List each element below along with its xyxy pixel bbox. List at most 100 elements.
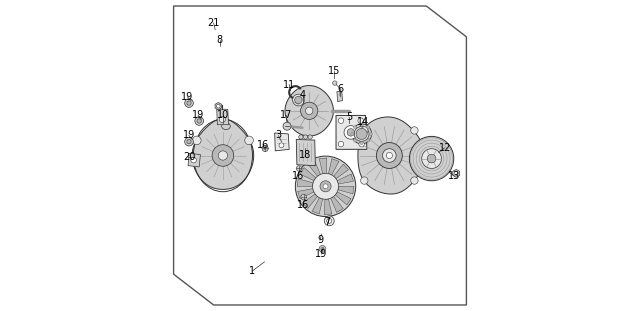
Polygon shape — [217, 109, 228, 125]
Circle shape — [347, 129, 355, 136]
Circle shape — [283, 122, 291, 130]
Polygon shape — [312, 198, 323, 214]
Circle shape — [367, 139, 370, 142]
Ellipse shape — [354, 127, 369, 141]
Circle shape — [187, 101, 191, 105]
Text: 21: 21 — [207, 18, 220, 28]
Ellipse shape — [221, 123, 230, 130]
Circle shape — [360, 177, 368, 184]
Circle shape — [360, 127, 368, 134]
Polygon shape — [300, 168, 316, 181]
Circle shape — [353, 126, 356, 129]
Polygon shape — [275, 133, 289, 151]
Text: 16: 16 — [257, 140, 269, 150]
Circle shape — [358, 118, 364, 123]
Circle shape — [428, 154, 436, 163]
Circle shape — [410, 137, 454, 181]
Text: 6: 6 — [337, 84, 343, 94]
Circle shape — [376, 142, 403, 169]
Polygon shape — [331, 197, 343, 212]
Circle shape — [338, 118, 344, 123]
Polygon shape — [308, 160, 321, 176]
Circle shape — [303, 135, 308, 139]
Circle shape — [212, 145, 234, 166]
Circle shape — [333, 81, 337, 85]
Ellipse shape — [351, 124, 372, 144]
Text: 15: 15 — [328, 66, 340, 76]
Text: 5: 5 — [346, 112, 353, 122]
Circle shape — [279, 143, 284, 148]
Circle shape — [220, 116, 225, 123]
Polygon shape — [296, 139, 316, 166]
Text: 12: 12 — [438, 143, 451, 153]
Text: 10: 10 — [217, 110, 229, 120]
Text: 18: 18 — [298, 151, 310, 160]
Polygon shape — [337, 174, 353, 184]
Circle shape — [411, 177, 418, 184]
Polygon shape — [192, 118, 253, 189]
Circle shape — [360, 123, 363, 126]
Circle shape — [191, 157, 196, 163]
Circle shape — [353, 139, 356, 142]
Text: 19: 19 — [181, 92, 193, 102]
Circle shape — [244, 136, 253, 145]
Circle shape — [262, 145, 268, 151]
Polygon shape — [452, 169, 460, 177]
Text: 19: 19 — [192, 110, 204, 120]
Circle shape — [383, 149, 396, 162]
Text: 19: 19 — [316, 249, 328, 259]
Polygon shape — [297, 179, 313, 186]
Circle shape — [411, 127, 418, 134]
Polygon shape — [173, 6, 467, 305]
Polygon shape — [328, 159, 339, 175]
Text: 17: 17 — [280, 110, 292, 120]
Polygon shape — [285, 86, 333, 136]
Text: 14: 14 — [357, 117, 369, 127]
Circle shape — [295, 96, 302, 104]
Circle shape — [323, 184, 328, 189]
Circle shape — [295, 156, 356, 216]
Polygon shape — [188, 153, 200, 167]
Text: 4: 4 — [300, 91, 306, 100]
Circle shape — [422, 149, 442, 169]
Circle shape — [320, 181, 331, 192]
Text: 7: 7 — [324, 217, 331, 227]
Ellipse shape — [292, 94, 304, 106]
Circle shape — [324, 216, 334, 226]
Circle shape — [308, 135, 312, 139]
Circle shape — [301, 194, 307, 200]
Circle shape — [197, 119, 202, 123]
Polygon shape — [358, 117, 424, 194]
Circle shape — [216, 104, 220, 108]
Circle shape — [359, 141, 364, 147]
Polygon shape — [319, 158, 327, 174]
Circle shape — [185, 137, 193, 146]
Polygon shape — [215, 103, 221, 110]
Text: 16: 16 — [292, 170, 305, 180]
Circle shape — [338, 141, 344, 147]
Circle shape — [319, 245, 326, 252]
Circle shape — [218, 151, 228, 160]
Text: 20: 20 — [183, 152, 195, 162]
Polygon shape — [298, 189, 314, 199]
Circle shape — [299, 135, 303, 139]
Circle shape — [301, 102, 318, 119]
Text: 11: 11 — [283, 80, 295, 90]
Text: 13: 13 — [448, 170, 460, 180]
Text: 16: 16 — [297, 200, 309, 210]
Circle shape — [367, 126, 370, 129]
Text: 8: 8 — [217, 35, 223, 45]
Circle shape — [356, 128, 367, 139]
Circle shape — [296, 166, 302, 171]
Circle shape — [360, 142, 363, 145]
Circle shape — [312, 173, 339, 199]
Ellipse shape — [290, 91, 307, 109]
Polygon shape — [338, 186, 354, 194]
Polygon shape — [303, 194, 317, 208]
Polygon shape — [324, 199, 332, 215]
Circle shape — [187, 139, 191, 144]
Circle shape — [369, 132, 372, 136]
Circle shape — [321, 247, 324, 250]
Circle shape — [344, 126, 358, 139]
Polygon shape — [336, 115, 367, 149]
